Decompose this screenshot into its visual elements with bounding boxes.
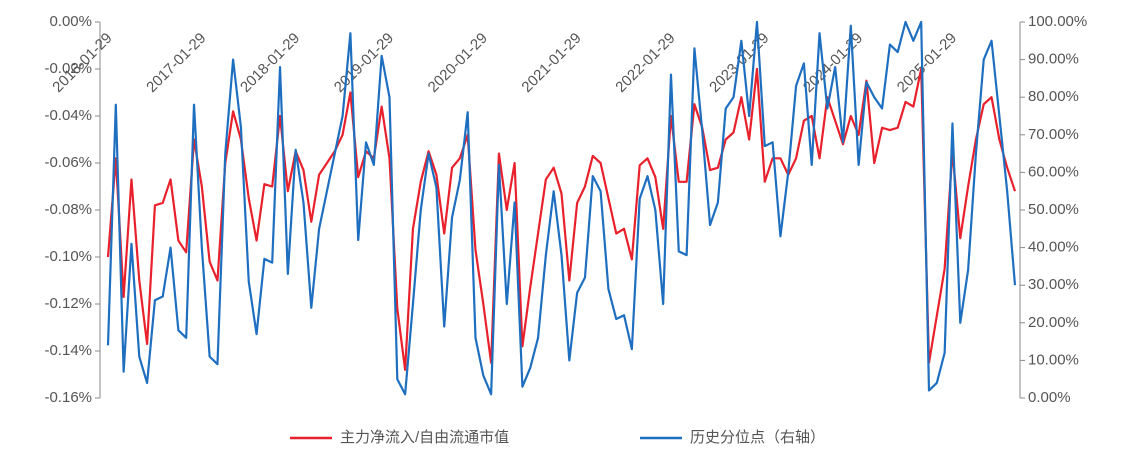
y-tick-label: -0.06% <box>44 154 92 171</box>
y-tick-label: -0.04% <box>44 107 92 124</box>
y-tick-label: -0.02% <box>44 60 92 77</box>
series-line <box>106 20 1017 396</box>
y2-tick-label: 60.00% <box>1028 163 1079 180</box>
y2-tick-label: 30.00% <box>1028 276 1079 293</box>
y2-tick-label: 100.00% <box>1028 13 1087 30</box>
y2-tick-label: 10.00% <box>1028 351 1079 368</box>
series-line <box>106 67 1017 371</box>
y2-tick-label: 20.00% <box>1028 314 1079 331</box>
x-tick-label: 2025-01-29 <box>894 30 960 96</box>
x-tick-label: 2020-01-29 <box>425 30 491 96</box>
legend-label: 主力净流入/自由流通市值 <box>340 429 509 446</box>
x-tick-label: 2021-01-29 <box>518 30 584 96</box>
x-tick-label: 2017-01-29 <box>143 30 209 96</box>
y-tick-label: -0.10% <box>44 248 92 265</box>
y-tick-label: -0.08% <box>44 201 92 218</box>
y2-tick-label: 0.00% <box>1028 389 1071 406</box>
x-tick-label: 2022-01-29 <box>612 30 678 96</box>
y2-tick-label: 70.00% <box>1028 126 1079 143</box>
x-tick-label: 2018-01-29 <box>237 30 303 96</box>
y-tick-label: -0.16% <box>44 389 92 406</box>
y2-tick-label: 80.00% <box>1028 88 1079 105</box>
y2-tick-label: 50.00% <box>1028 201 1079 218</box>
y-tick-label: -0.14% <box>44 342 92 359</box>
y-tick-label: 0.00% <box>49 13 92 30</box>
legend-label: 历史分位点（右轴） <box>690 429 825 446</box>
y-tick-label: -0.12% <box>44 295 92 312</box>
y2-tick-label: 40.00% <box>1028 239 1079 256</box>
y2-tick-label: 90.00% <box>1028 51 1079 68</box>
x-tick-label: 2024-01-29 <box>800 30 866 96</box>
